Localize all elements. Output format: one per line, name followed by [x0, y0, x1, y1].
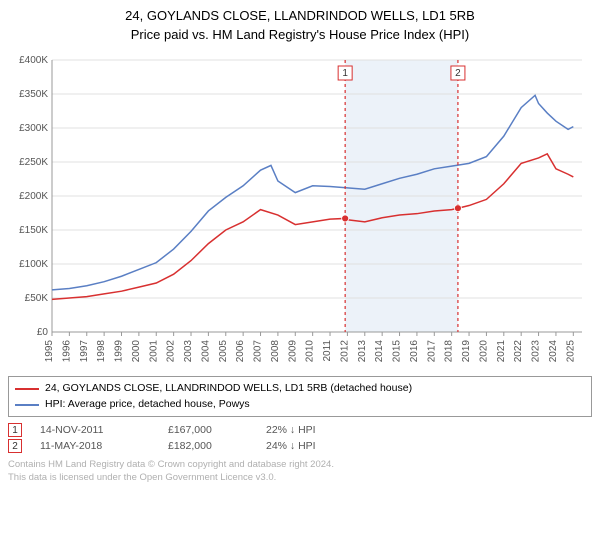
- legend-label: 24, GOYLANDS CLOSE, LLANDRINDOD WELLS, L…: [45, 381, 412, 397]
- svg-text:2006: 2006: [235, 339, 246, 362]
- svg-text:2025: 2025: [565, 339, 576, 362]
- svg-text:2001: 2001: [148, 339, 159, 362]
- svg-text:2022: 2022: [513, 339, 524, 362]
- sales-marker: 2: [8, 439, 22, 453]
- sales-date: 14-NOV-2011: [40, 424, 150, 436]
- svg-text:2023: 2023: [531, 339, 542, 362]
- chart-title-line1: 24, GOYLANDS CLOSE, LLANDRINDOD WELLS, L…: [8, 8, 592, 25]
- svg-text:1995: 1995: [44, 339, 55, 362]
- legend-item: 24, GOYLANDS CLOSE, LLANDRINDOD WELLS, L…: [15, 381, 585, 397]
- svg-text:2015: 2015: [392, 339, 403, 362]
- svg-text:1: 1: [342, 68, 348, 79]
- svg-text:£50K: £50K: [25, 293, 49, 304]
- sales-price: £182,000: [168, 440, 248, 452]
- svg-text:2024: 2024: [548, 339, 559, 362]
- svg-text:1999: 1999: [114, 339, 125, 362]
- attribution-line: This data is licensed under the Open Gov…: [8, 472, 592, 484]
- legend-item: HPI: Average price, detached house, Powy…: [15, 397, 585, 413]
- sales-row: 2 11-MAY-2018 £182,000 24% ↓ HPI: [8, 439, 592, 453]
- svg-text:2010: 2010: [305, 339, 316, 362]
- legend: 24, GOYLANDS CLOSE, LLANDRINDOD WELLS, L…: [8, 376, 592, 418]
- svg-text:2020: 2020: [478, 339, 489, 362]
- sales-marker: 1: [8, 423, 22, 437]
- sales-price: £167,000: [168, 424, 248, 436]
- legend-label: HPI: Average price, detached house, Powy…: [45, 397, 250, 413]
- svg-text:2016: 2016: [409, 339, 420, 362]
- svg-text:1998: 1998: [96, 339, 107, 362]
- svg-text:£150K: £150K: [19, 225, 48, 236]
- sales-row: 1 14-NOV-2011 £167,000 22% ↓ HPI: [8, 423, 592, 437]
- svg-text:2012: 2012: [339, 339, 350, 362]
- svg-text:2017: 2017: [426, 339, 437, 362]
- sales-diff: 22% ↓ HPI: [266, 424, 316, 436]
- svg-text:£0: £0: [37, 327, 49, 338]
- legend-swatch: [15, 404, 39, 406]
- svg-text:2007: 2007: [253, 339, 264, 362]
- svg-text:2004: 2004: [200, 339, 211, 362]
- sales-diff: 24% ↓ HPI: [266, 440, 316, 452]
- svg-text:2021: 2021: [496, 339, 507, 362]
- svg-text:2009: 2009: [287, 339, 298, 362]
- svg-text:2011: 2011: [322, 339, 333, 361]
- sales-date: 11-MAY-2018: [40, 440, 150, 452]
- svg-text:2019: 2019: [461, 339, 472, 362]
- svg-text:2: 2: [455, 68, 461, 79]
- svg-text:1996: 1996: [61, 339, 72, 362]
- svg-text:2018: 2018: [444, 339, 455, 362]
- attribution: Contains HM Land Registry data © Crown c…: [8, 459, 592, 484]
- svg-text:1997: 1997: [79, 339, 90, 362]
- chart-title-line2: Price paid vs. HM Land Registry's House …: [8, 27, 592, 42]
- sales-table: 1 14-NOV-2011 £167,000 22% ↓ HPI 2 11-MA…: [8, 423, 592, 453]
- svg-text:2003: 2003: [183, 339, 194, 362]
- svg-text:2014: 2014: [374, 339, 385, 362]
- svg-text:£400K: £400K: [19, 55, 48, 66]
- svg-text:2000: 2000: [131, 339, 142, 362]
- svg-text:£300K: £300K: [19, 123, 48, 134]
- svg-text:£350K: £350K: [19, 89, 48, 100]
- svg-text:2013: 2013: [357, 339, 368, 362]
- svg-text:£200K: £200K: [19, 191, 48, 202]
- attribution-line: Contains HM Land Registry data © Crown c…: [8, 459, 592, 471]
- legend-swatch: [15, 388, 39, 390]
- plot-area: £0 £50K £100K £150K £200K £250K £300K £350K £400…: [8, 50, 592, 370]
- svg-text:£100K: £100K: [19, 259, 48, 270]
- svg-text:2005: 2005: [218, 339, 229, 362]
- chart-container: 24, GOYLANDS CLOSE, LLANDRINDOD WELLS, L…: [0, 0, 600, 488]
- svg-text:2002: 2002: [166, 339, 177, 362]
- line-chart: £0 £50K £100K £150K £200K £250K £300K £350K £400…: [8, 50, 592, 370]
- svg-text:2008: 2008: [270, 339, 281, 362]
- svg-text:£250K: £250K: [19, 157, 48, 168]
